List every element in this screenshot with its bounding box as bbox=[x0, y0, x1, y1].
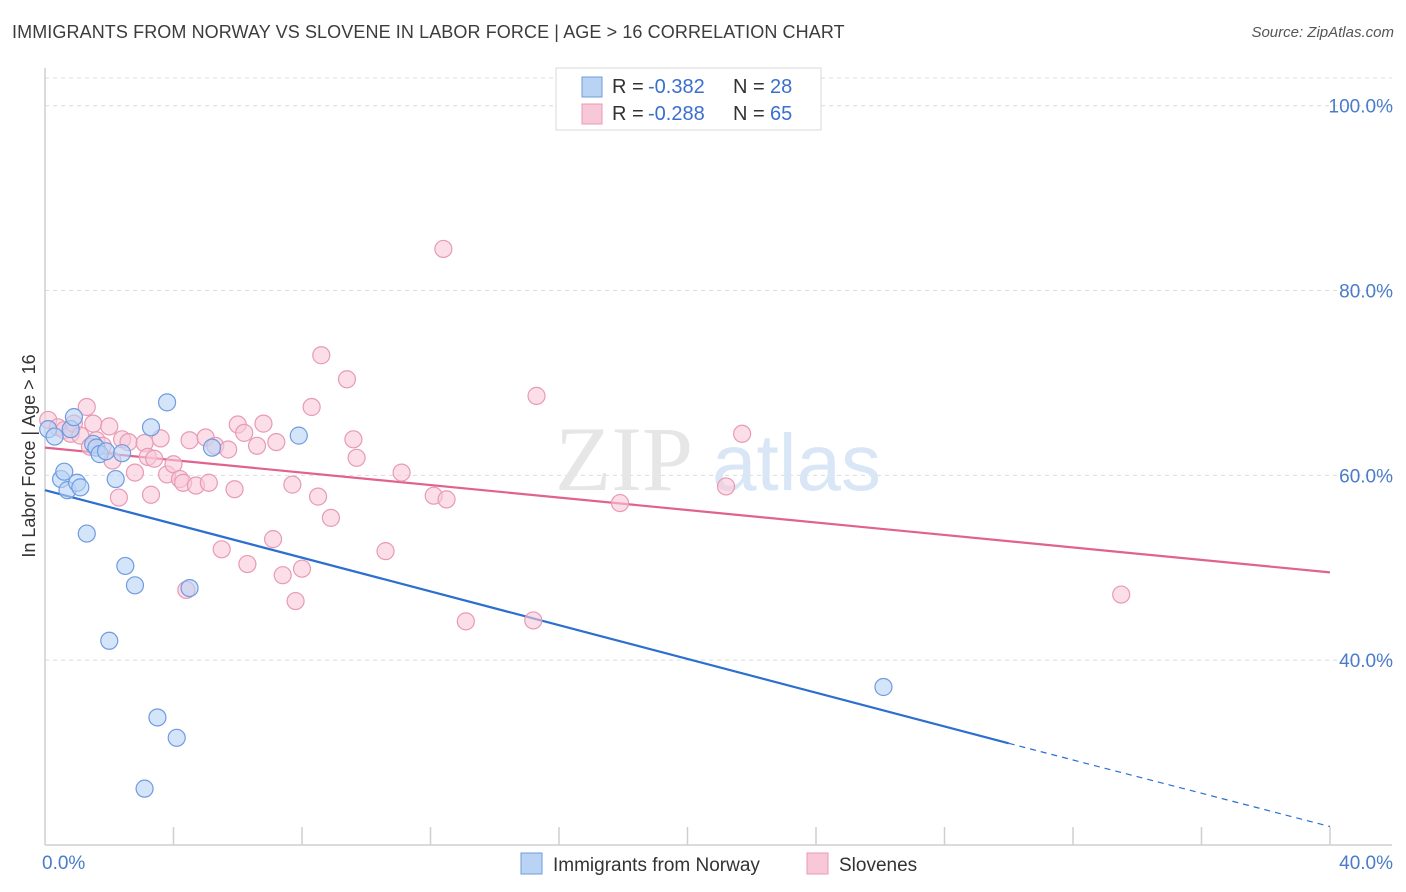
data-points bbox=[39, 239, 1131, 798]
bottom-legend-slovene: Slovenes bbox=[839, 855, 917, 876]
point-slovene-42 bbox=[283, 475, 302, 494]
trend-line-norway-extension bbox=[1008, 742, 1331, 828]
point-slovene-62 bbox=[733, 424, 752, 443]
point-norway-27 bbox=[874, 677, 893, 697]
point-slovene-40 bbox=[267, 432, 286, 452]
point-norway-25 bbox=[202, 438, 222, 457]
point-norway-20 bbox=[141, 418, 161, 437]
point-slovene-51 bbox=[347, 448, 366, 467]
legend-r-label-1: R = bbox=[612, 76, 644, 98]
point-slovene-19 bbox=[145, 449, 164, 468]
legend-r-label-2: R = bbox=[612, 103, 644, 125]
y-tick-label-3: 100.0% bbox=[1329, 97, 1394, 118]
y-axis-label: In Labor Force | Age > 16 bbox=[19, 354, 39, 557]
point-norway-1 bbox=[45, 427, 64, 446]
point-norway-16 bbox=[112, 444, 132, 463]
watermark: ZIP atlas bbox=[555, 408, 881, 510]
bottom-legend-swatch-norway bbox=[520, 852, 543, 875]
point-slovene-18 bbox=[141, 485, 161, 504]
point-slovene-63 bbox=[1112, 585, 1131, 604]
point-norway-13 bbox=[96, 442, 116, 461]
point-norway-9 bbox=[77, 524, 96, 543]
y-tick-label-2: 80.0% bbox=[1339, 282, 1393, 303]
point-slovene-26 bbox=[180, 431, 199, 450]
point-norway-23 bbox=[167, 728, 186, 747]
x-tick-label-1: 40.0% bbox=[1339, 853, 1393, 874]
point-slovene-44 bbox=[292, 559, 312, 578]
bottom-legend-norway: Immigrants from Norway bbox=[553, 855, 760, 876]
point-norway-3 bbox=[55, 462, 74, 481]
y-tick-label-1: 60.0% bbox=[1339, 466, 1393, 487]
point-norway-18 bbox=[125, 576, 145, 595]
point-slovene-31 bbox=[212, 540, 231, 559]
point-slovene-57 bbox=[456, 612, 475, 631]
point-norway-8 bbox=[71, 478, 90, 497]
x-tick-labels: 0.0% 40.0% bbox=[42, 853, 1393, 874]
point-norway-21 bbox=[148, 708, 167, 727]
point-slovene-6 bbox=[77, 397, 96, 417]
chart-title: IMMIGRANTS FROM NORWAY VS SLOVENE IN LAB… bbox=[12, 22, 845, 42]
point-slovene-56 bbox=[434, 239, 453, 259]
point-norway-15 bbox=[106, 469, 125, 489]
chart-source: Source: ZipAtlas.com bbox=[1251, 24, 1394, 41]
point-slovene-55 bbox=[437, 490, 456, 509]
point-slovene-53 bbox=[392, 463, 411, 482]
axes bbox=[44, 68, 1392, 846]
point-slovene-48 bbox=[321, 508, 341, 527]
point-slovene-33 bbox=[225, 480, 244, 499]
point-slovene-41 bbox=[273, 566, 292, 585]
point-slovene-59 bbox=[527, 386, 546, 405]
point-norway-17 bbox=[116, 556, 135, 576]
point-slovene-49 bbox=[337, 370, 357, 389]
x-tick-label-0: 0.0% bbox=[42, 853, 85, 874]
point-norway-14 bbox=[100, 631, 119, 650]
point-slovene-39 bbox=[263, 530, 283, 549]
point-norway-24 bbox=[180, 579, 199, 598]
legend-n-value-1: 28 bbox=[770, 76, 792, 98]
y-tick-label-0: 40.0% bbox=[1339, 651, 1393, 672]
point-slovene-7 bbox=[84, 414, 103, 433]
legend-n-label-2: N = bbox=[733, 103, 765, 125]
legend-swatch-slovene bbox=[581, 103, 603, 125]
point-slovene-58 bbox=[524, 611, 543, 630]
point-slovene-50 bbox=[344, 430, 363, 449]
point-slovene-46 bbox=[308, 487, 328, 506]
bottom-legend-swatch-slovene bbox=[806, 852, 829, 875]
point-norway-6 bbox=[64, 408, 84, 427]
point-slovene-45 bbox=[302, 397, 321, 417]
point-slovene-61 bbox=[716, 477, 736, 496]
point-slovene-43 bbox=[286, 591, 305, 611]
legend-n-value-2: 65 bbox=[770, 103, 792, 125]
legend-r-value-2: -0.288 bbox=[648, 103, 705, 125]
point-slovene-36 bbox=[238, 554, 257, 574]
legend-swatch-norway bbox=[581, 76, 603, 98]
point-slovene-29 bbox=[199, 473, 218, 492]
watermark-zip: ZIP bbox=[555, 408, 693, 510]
point-slovene-35 bbox=[235, 423, 254, 442]
y-tick-labels: 40.0% 60.0% 80.0% 100.0% bbox=[1329, 97, 1394, 672]
point-slovene-37 bbox=[247, 436, 267, 455]
point-slovene-60 bbox=[610, 493, 630, 513]
point-norway-22 bbox=[157, 393, 177, 412]
point-slovene-52 bbox=[376, 542, 395, 561]
point-slovene-38 bbox=[254, 414, 273, 433]
point-norway-19 bbox=[135, 779, 154, 798]
trend-line-slovene bbox=[44, 446, 1331, 574]
point-slovene-32 bbox=[219, 440, 238, 459]
point-slovene-47 bbox=[312, 346, 331, 365]
point-norway-26 bbox=[289, 426, 308, 445]
point-slovene-10 bbox=[100, 417, 119, 436]
legend-n-label-1: N = bbox=[733, 76, 765, 98]
legend-r-value-1: -0.382 bbox=[648, 76, 705, 98]
point-slovene-12 bbox=[109, 488, 128, 507]
legend: R = -0.382 N = 28 R = -0.288 N = 65 bbox=[555, 67, 822, 131]
point-slovene-15 bbox=[125, 463, 145, 482]
bottom-legend: Immigrants from Norway Slovenes bbox=[520, 852, 917, 876]
